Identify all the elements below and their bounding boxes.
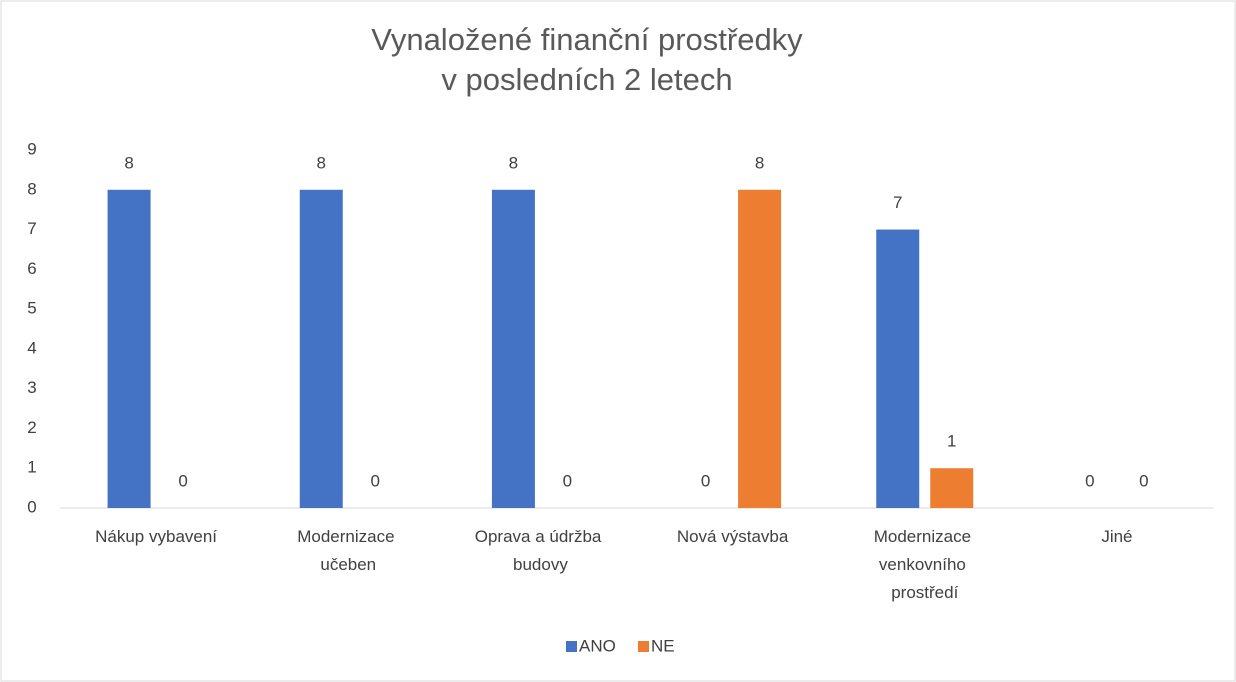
bar	[930, 468, 974, 508]
bar	[107, 189, 151, 508]
bar	[491, 189, 535, 508]
y-tick-label: 7	[27, 219, 36, 238]
data-label: 0	[1139, 471, 1148, 490]
x-tick-label-line: Jiné	[1101, 527, 1132, 546]
chart-title: v posledních 2 letech	[441, 62, 732, 97]
data-label: 0	[701, 471, 710, 490]
legend-swatch	[566, 641, 577, 652]
chart-title: Vynaložené finanční prostředky	[371, 22, 803, 57]
legend-swatch	[638, 641, 649, 652]
bar	[299, 189, 343, 508]
x-tick-label: Modernizace učeben	[297, 527, 399, 574]
data-label: 0	[563, 471, 572, 490]
legend-label: NE	[651, 636, 675, 655]
x-tick-label: Modernizace venkovního prostředí	[874, 527, 976, 602]
data-label: 0	[1085, 471, 1094, 490]
data-label: 8	[124, 153, 133, 172]
x-tick-label-line: Oprava a údržba	[475, 527, 606, 546]
bar	[738, 189, 782, 508]
data-label: 0	[178, 471, 187, 490]
data-label: 8	[755, 153, 764, 172]
y-tick-label: 3	[27, 378, 36, 397]
data-label: 7	[893, 193, 902, 212]
y-tick-label: 2	[27, 418, 36, 437]
x-tick-label-line: Modernizace	[297, 527, 399, 546]
data-label: 0	[371, 471, 380, 490]
y-tick-label: 5	[27, 299, 36, 318]
data-label: 1	[947, 432, 956, 451]
x-tick-label-line: budovy	[513, 555, 568, 574]
y-tick-label: 1	[27, 458, 36, 477]
x-tick-label-line: učeben	[320, 555, 376, 574]
data-label: 8	[509, 153, 518, 172]
y-tick-label: 0	[27, 497, 36, 516]
x-tick-label: Oprava a údržba budovy	[475, 527, 606, 574]
x-tick-label-line: prostředí	[891, 583, 958, 602]
y-tick-label: 6	[27, 259, 36, 278]
x-tick-label-line: Nová výstavba	[677, 527, 789, 546]
x-tick-label: Jiné	[1101, 527, 1132, 546]
x-tick-label-line: Modernizace	[874, 527, 976, 546]
data-label: 8	[317, 153, 326, 172]
x-tick-label-line: venkovního	[879, 555, 971, 574]
y-tick-label: 9	[27, 139, 36, 158]
y-tick-label: 8	[27, 179, 36, 198]
legend-label: ANO	[579, 636, 616, 655]
x-tick-label-line: Nákup vybavení	[95, 527, 217, 546]
bar	[876, 229, 920, 509]
x-tick-label: Nákup vybavení	[95, 527, 217, 546]
y-tick-label: 4	[27, 338, 36, 357]
x-tick-label: Nová výstavba	[677, 527, 789, 546]
